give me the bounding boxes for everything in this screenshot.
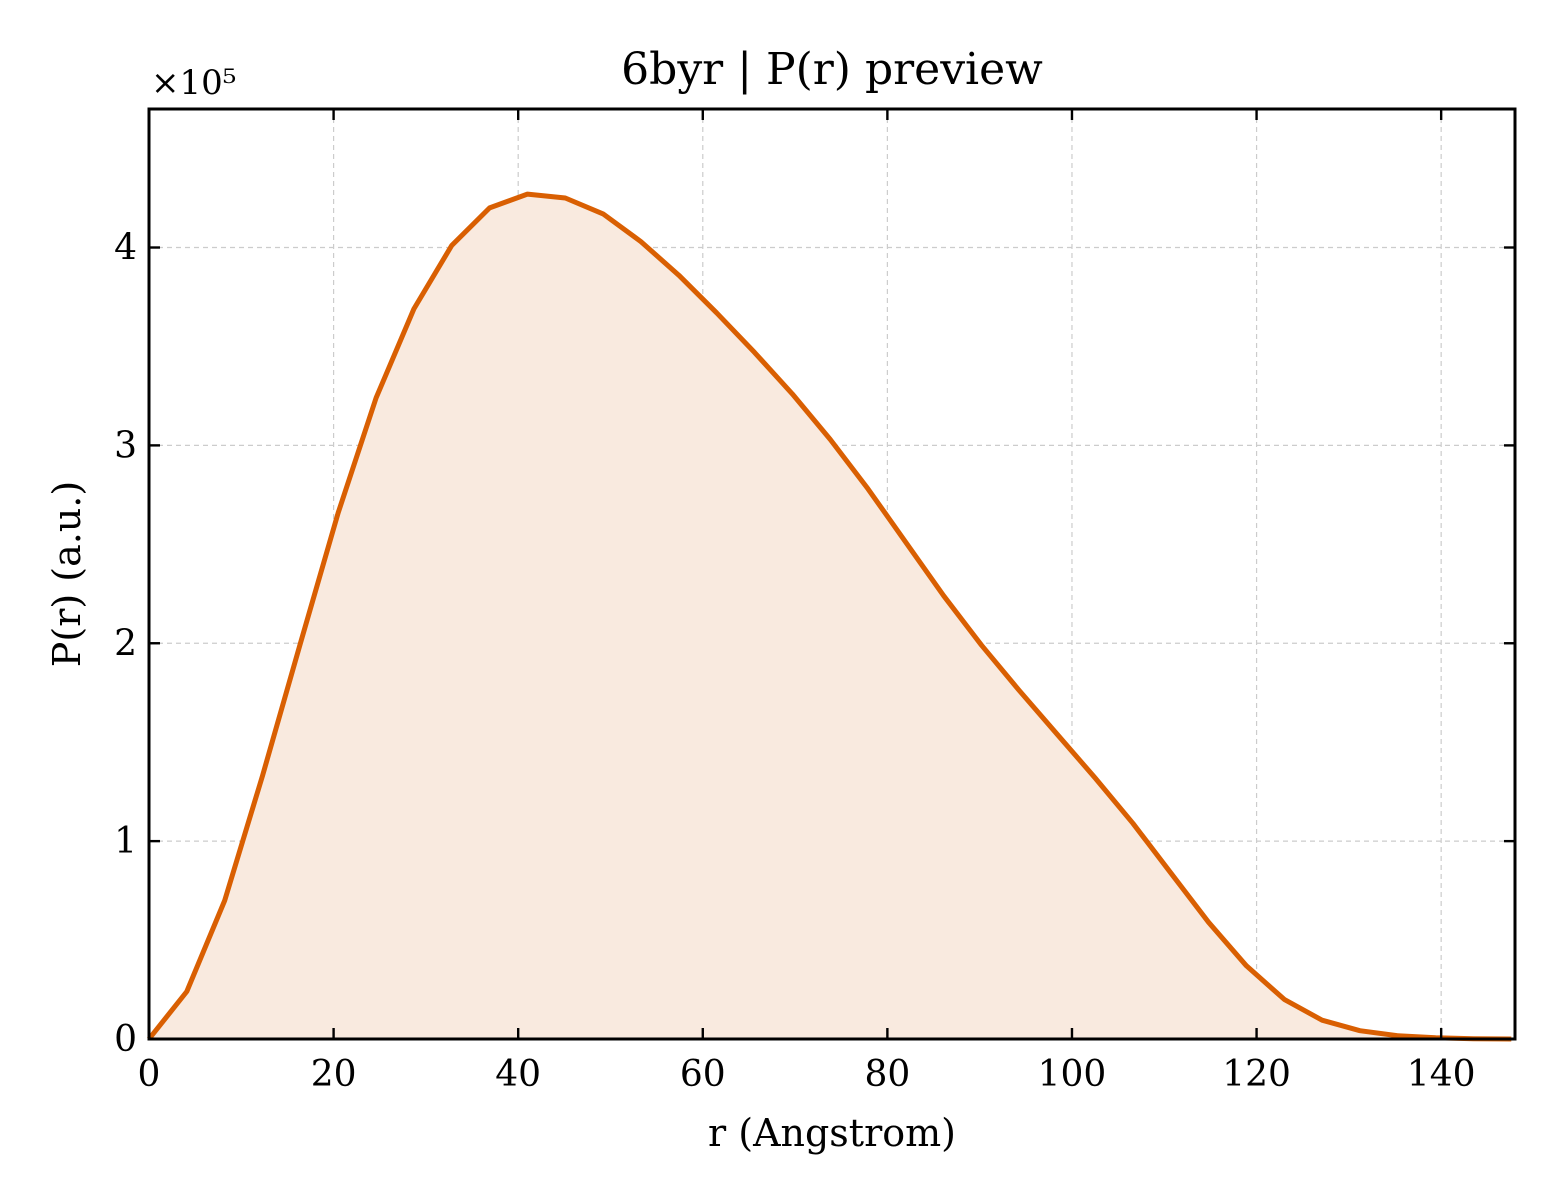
plot-frame (147, 107, 1517, 1041)
pr-area-fill (149, 194, 1512, 1040)
x-tick-label: 60 (680, 1054, 726, 1095)
x-tick-label: 140 (1407, 1054, 1476, 1095)
pr-series-line (147, 191, 1512, 1042)
chart-title: 6byr | P(r) preview (621, 44, 1043, 95)
x-tick-label: 120 (1222, 1054, 1291, 1095)
ticks: 0 20 40 60 80 100 120 140 0 1 2 3 4 (114, 109, 1515, 1095)
x-tick-label: 0 (138, 1054, 161, 1095)
x-tick-label: 100 (1038, 1054, 1107, 1095)
x-axis-label: r (Angstrom) (708, 1111, 956, 1155)
x-tick-label: 20 (311, 1054, 357, 1095)
y-tick-label: 2 (114, 623, 137, 664)
y-tick-label: 1 (114, 821, 137, 862)
x-tick-label: 40 (495, 1054, 541, 1095)
y-offset-text: ×10⁵ (151, 63, 236, 103)
x-tick-label: 80 (864, 1054, 910, 1095)
y-tick-label: 0 (114, 1019, 137, 1060)
y-tick-label: 4 (114, 228, 137, 269)
y-tick-label: 3 (114, 425, 137, 466)
y-axis-label: P(r) (a.u.) (45, 481, 89, 667)
